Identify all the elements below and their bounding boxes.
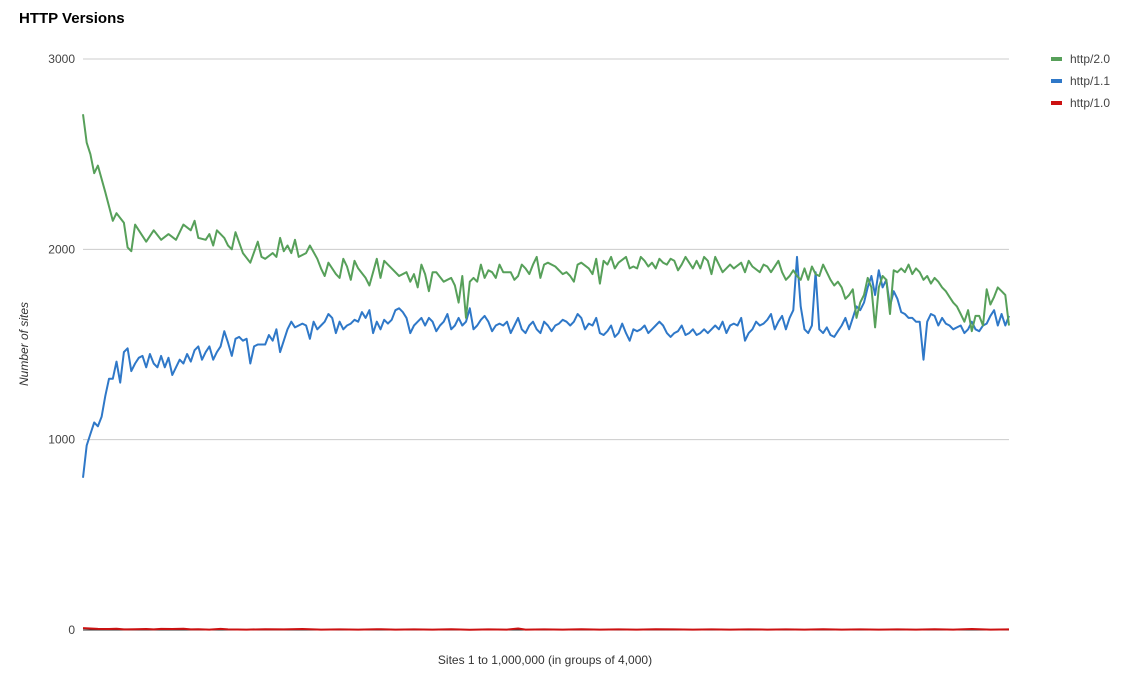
legend-swatch [1051, 79, 1062, 83]
series-lines [82, 114, 1010, 631]
y-tick-label: 3000 [48, 52, 75, 66]
y-tick-label: 1000 [48, 433, 75, 447]
y-axis-ticks: 0 1000 2000 3000 [48, 52, 75, 637]
chart-title: HTTP Versions [19, 10, 125, 27]
legend: http/2.0 http/1.1 http/1.0 [1051, 52, 1110, 110]
y-tick-label: 2000 [48, 242, 75, 256]
series-line-http-1-0 [82, 627, 1010, 631]
legend-label[interactable]: http/1.0 [1070, 96, 1110, 110]
series-line-http-1-1 [82, 255, 1010, 478]
y-tick-label: 0 [68, 623, 75, 637]
legend-label[interactable]: http/2.0 [1070, 52, 1110, 66]
x-axis-label: Sites 1 to 1,000,000 (in groups of 4,000… [438, 653, 652, 667]
y-axis-label: Number of sites [17, 302, 31, 386]
legend-swatch [1051, 57, 1062, 61]
legend-swatch [1051, 101, 1062, 105]
legend-label[interactable]: http/1.1 [1070, 74, 1110, 88]
series-line-http-2-0 [82, 114, 1010, 333]
